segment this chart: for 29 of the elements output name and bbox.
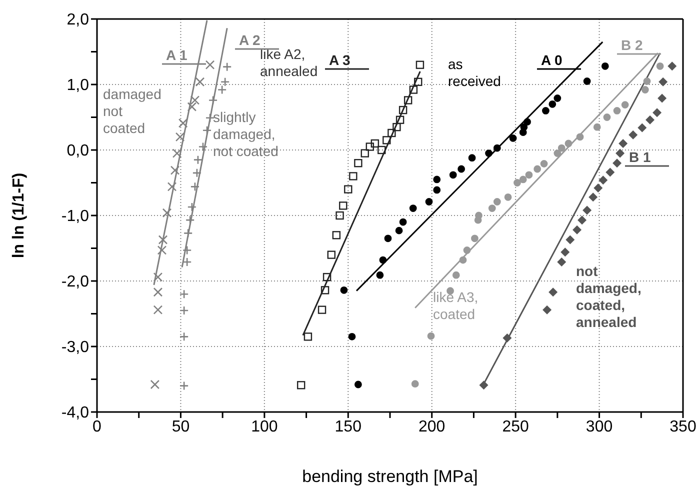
series-label: B 2 [621,37,643,53]
x-tick-label: 300 [586,418,613,436]
annotation: slightly damaged, not coated [213,108,278,159]
annotation: like A3, coated [433,288,478,322]
x-tick-label: 100 [251,418,278,436]
x-tick-label: 50 [172,418,190,436]
x-axis-title: bending strength [MPa] [302,467,478,486]
x-tick-label: 0 [92,418,102,436]
series-label: A 0 [541,52,562,68]
y-axis-title: ln ln (1/1-F) [10,172,28,258]
y-tick-label: 1,0 [66,77,90,94]
annotation: not damaged, coated, annealed [576,262,642,330]
y-tick-label: 0,0 [66,142,90,160]
annotation: like A2, annealed [260,46,318,79]
text: A 3 [329,52,350,68]
y-tick-label: -4,0 [61,404,90,422]
series-label: A 2 [239,32,260,48]
y-tick-label: 2,0 [66,12,90,29]
x-tick-label: 350 [670,418,696,436]
annotation: damaged not coated [103,86,162,136]
x-tick-label: 250 [502,418,530,436]
series-label: A 1 [166,47,188,63]
series-label: B 1 [629,149,651,165]
y-tick-label: -1,0 [61,208,90,226]
annotation: as received [448,56,501,89]
y-tick-label: -2,0 [61,274,90,291]
x-tick-label: 200 [418,418,446,436]
y-tick-label: -3,0 [61,339,90,356]
x-tick-label: 150 [334,418,362,436]
